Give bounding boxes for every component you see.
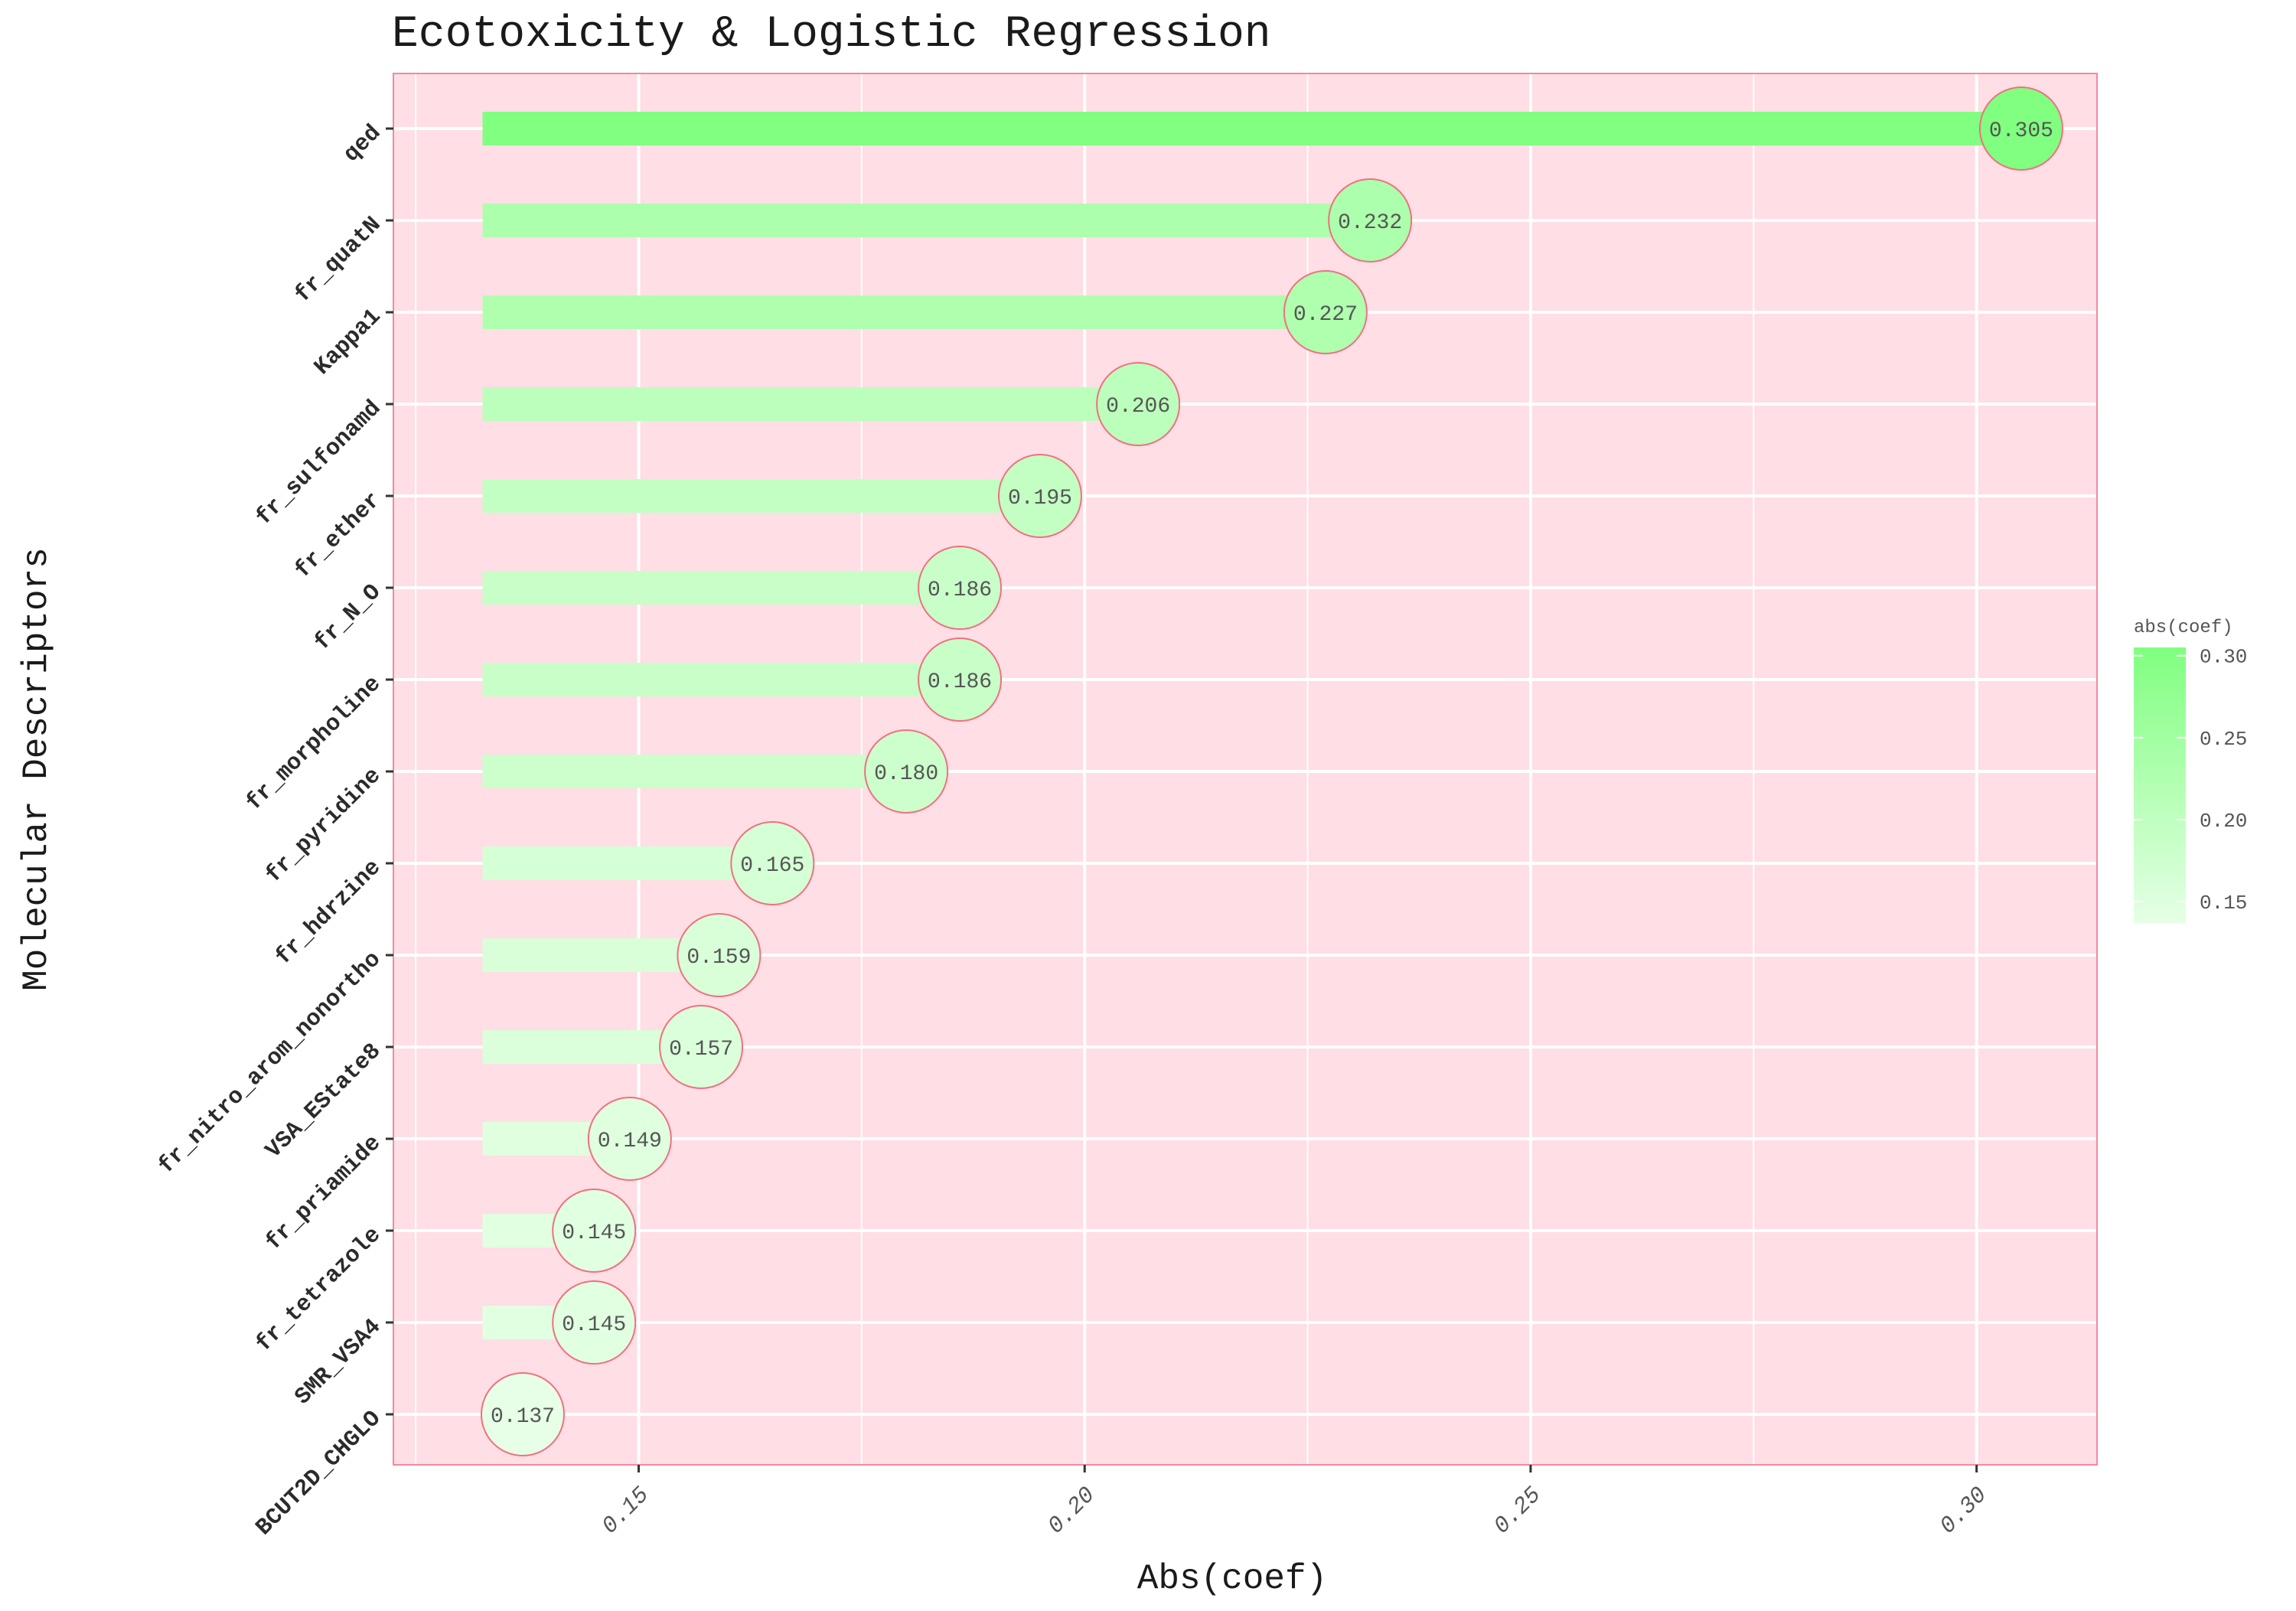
- value-marker-Kappa1: [1283, 270, 1368, 354]
- value-label-fr_ether: 0.195: [1008, 487, 1072, 510]
- bar-qed: [482, 112, 2021, 145]
- x-axis-ticks: 0.15 0.20 0.25 0.30: [598, 1465, 1993, 1540]
- legend-tick-label: 0.30: [2200, 646, 2247, 669]
- plot-panel-border: [393, 73, 2098, 1466]
- value-label-fr_sulfonamd: 0.206: [1106, 395, 1170, 419]
- bars: [482, 112, 2021, 1431]
- value-label-fr_quatN: 0.232: [1338, 211, 1402, 235]
- y-axis-title: Molecular Descriptors: [17, 547, 57, 991]
- bar-fr_ether: [482, 479, 1040, 513]
- value-marker-VSA_EState8: [659, 1005, 744, 1089]
- y-tick-label: Kappa1: [310, 304, 386, 380]
- value-marker-fr_priamide: [587, 1097, 672, 1181]
- y-tick-label: fr_N_O: [310, 579, 386, 656]
- value-label-qed: 0.305: [1989, 119, 2053, 143]
- y-tick-label: SMR_VSA4: [290, 1314, 386, 1410]
- value-marker-fr_ether: [997, 454, 1082, 538]
- value-label-fr_priamide: 0.149: [598, 1130, 662, 1153]
- value-marker-qed: [1978, 86, 2063, 171]
- value-marker-fr_morpholine: [918, 638, 1003, 722]
- value-marker-fr_pyridine: [864, 729, 949, 814]
- y-tick-label: BCUT2D_CHGLO: [251, 1406, 386, 1541]
- value-marker-fr_nitro_arom_nonortho: [677, 913, 762, 997]
- value-label-fr_hdrzine: 0.165: [740, 854, 804, 878]
- value-marker-fr_hdrzine: [730, 821, 815, 905]
- y-tick-label: fr_ether: [290, 488, 386, 584]
- value-marker-fr_quatN: [1328, 178, 1413, 263]
- value-markers: 0.305 0.232 0.227 0.206 0.195 0.186 0.186 0.180…: [480, 86, 2063, 1456]
- legend-title: abs(coef): [2134, 618, 2233, 638]
- bar-fr_morpholine: [482, 663, 960, 696]
- y-tick-label: qed: [339, 120, 386, 168]
- value-label-VSA_EState8: 0.157: [669, 1038, 733, 1061]
- y-tick-label: fr_quatN: [290, 212, 386, 308]
- x-tick-label: 0.25: [1489, 1482, 1547, 1540]
- bar-fr_N_O: [482, 571, 960, 605]
- x-tick-label: 0.15: [598, 1482, 655, 1540]
- value-label-fr_morpholine: 0.186: [928, 670, 992, 694]
- value-marker-fr_sulfonamd: [1096, 362, 1181, 446]
- value-label-fr_nitro_arom_nonortho: 0.159: [687, 946, 751, 970]
- legend-colorbar: [2134, 647, 2186, 923]
- value-marker-BCUT2D_CHGLO: [480, 1372, 565, 1456]
- legend-tick-label: 0.15: [2200, 892, 2247, 915]
- bar-fr_hdrzine: [482, 846, 773, 880]
- bar-Kappa1: [482, 295, 1326, 329]
- bar-fr_pyridine: [482, 755, 907, 788]
- value-label-fr_tetrazole: 0.145: [562, 1221, 626, 1245]
- value-label-BCUT2D_CHGLO: 0.137: [491, 1405, 555, 1429]
- value-label-fr_N_O: 0.186: [928, 579, 992, 602]
- bar-fr_quatN: [482, 204, 1371, 237]
- legend-tick-label: 0.25: [2200, 728, 2247, 751]
- value-label-SMR_VSA4: 0.145: [562, 1313, 626, 1337]
- value-marker-SMR_VSA4: [552, 1280, 637, 1365]
- chart-title: Ecotoxicity & Logistic Regression: [392, 10, 1271, 60]
- value-marker-fr_N_O: [918, 546, 1003, 630]
- x-tick-label: 0.30: [1936, 1482, 1993, 1540]
- value-marker-fr_tetrazole: [552, 1189, 637, 1273]
- bar-fr_sulfonamd: [482, 387, 1139, 421]
- legend-tick-label: 0.20: [2200, 810, 2247, 833]
- x-tick-label: 0.20: [1043, 1482, 1101, 1540]
- x-axis-title: Abs(coef): [1137, 1559, 1327, 1599]
- value-label-fr_pyridine: 0.180: [874, 762, 938, 786]
- value-label-Kappa1: 0.227: [1293, 303, 1358, 327]
- color-legend: abs(coef) 0.30 0.25 0.20 0.15: [2134, 618, 2247, 923]
- y-axis-ticks: qedfr_quatNKappa1fr_sulfonamdfr_etherfr_…: [154, 120, 393, 1541]
